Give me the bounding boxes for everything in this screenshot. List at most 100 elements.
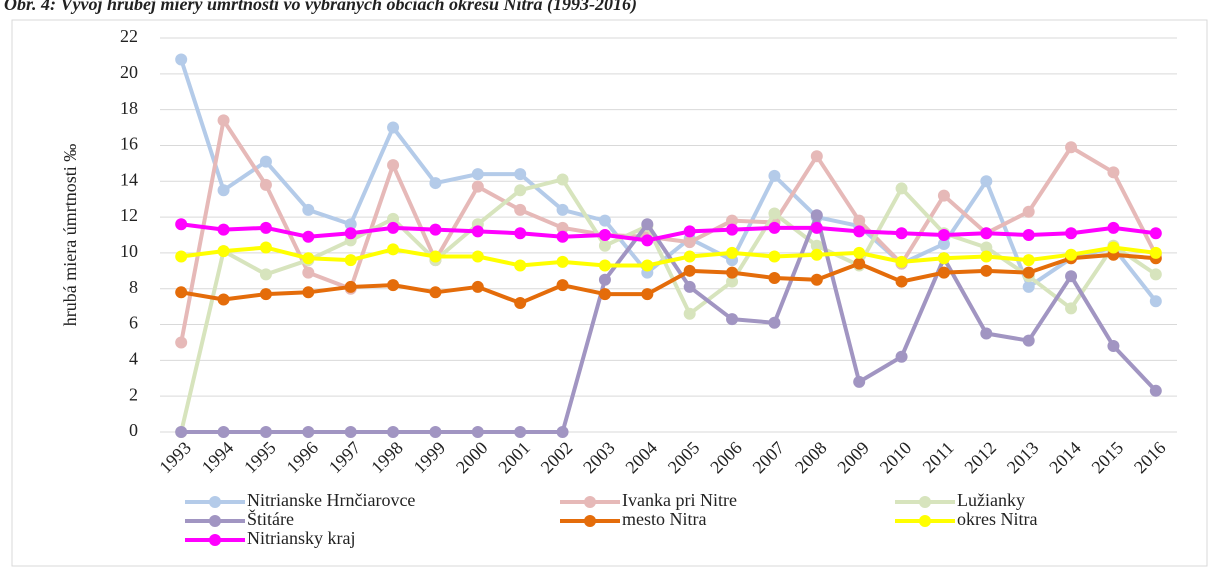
- legend-label: Lužianky: [957, 490, 1025, 510]
- legend-marker: [919, 496, 931, 508]
- data-point: [387, 121, 400, 134]
- data-point: [302, 203, 315, 216]
- legend-marker: [584, 515, 596, 527]
- data-point: [1022, 280, 1035, 293]
- data-point: [1065, 227, 1078, 240]
- series-line: [180, 222, 1157, 243]
- y-tick-label: 20: [120, 62, 138, 82]
- data-point: [217, 114, 230, 127]
- data-point: [937, 237, 950, 250]
- data-point: [344, 227, 357, 240]
- data-point: [768, 250, 781, 263]
- data-point: [556, 426, 569, 438]
- data-point: [768, 169, 781, 182]
- data-point: [598, 288, 611, 301]
- data-point: [1107, 241, 1120, 254]
- data-point: [556, 203, 569, 216]
- data-point: [429, 250, 442, 263]
- data-point: [259, 288, 272, 301]
- y-tick-label: 4: [129, 348, 138, 368]
- data-point: [1107, 340, 1120, 353]
- y-tick-label: 22: [120, 26, 138, 46]
- data-point: [344, 280, 357, 293]
- legend-label: mesto Nitra: [622, 509, 706, 529]
- data-point: [259, 241, 272, 254]
- data-point: [387, 426, 400, 438]
- data-point: [810, 150, 823, 163]
- data-point: [175, 426, 188, 438]
- data-point: [1022, 334, 1035, 347]
- data-point: [1022, 205, 1035, 218]
- data-point: [726, 246, 739, 259]
- data-point: [1022, 266, 1035, 279]
- data-point: [1022, 229, 1035, 241]
- data-point: [810, 273, 823, 286]
- data-point: [980, 175, 993, 188]
- data-point: [302, 230, 315, 243]
- data-point: [302, 286, 315, 299]
- legend-label: Ivanka pri Nitre: [622, 490, 737, 510]
- data-point: [259, 426, 272, 438]
- series-line: [180, 252, 1156, 306]
- data-point: [726, 223, 739, 236]
- data-point: [853, 375, 866, 388]
- data-point: [175, 250, 188, 263]
- data-point: [175, 336, 188, 349]
- data-point: [556, 255, 569, 268]
- data-point: [429, 286, 442, 299]
- data-point: [768, 316, 781, 329]
- data-point: [683, 250, 696, 263]
- data-point: [1065, 270, 1078, 283]
- data-point: [598, 239, 611, 252]
- data-point: [387, 243, 400, 256]
- data-point: [217, 223, 230, 236]
- y-tick-label: 10: [120, 241, 138, 261]
- data-point: [514, 259, 527, 272]
- data-point: [429, 177, 442, 190]
- data-point: [980, 227, 993, 240]
- data-point: [514, 227, 527, 240]
- data-point: [683, 236, 696, 249]
- data-point: [980, 241, 993, 254]
- legend-label: Štitáre: [247, 508, 294, 529]
- data-point: [387, 221, 400, 234]
- data-point: [683, 225, 696, 238]
- data-point: [937, 229, 950, 241]
- data-point: [344, 254, 357, 267]
- data-point: [853, 214, 866, 227]
- y-axis-label: hrubá miera úmrtnosti ‰: [60, 144, 80, 326]
- data-point: [683, 307, 696, 320]
- data-point: [937, 252, 950, 265]
- data-point: [387, 159, 400, 172]
- data-point: [641, 234, 654, 247]
- data-point: [937, 266, 950, 279]
- data-point: [217, 184, 230, 197]
- data-point: [810, 221, 823, 234]
- data-point: [302, 426, 315, 438]
- data-point: [556, 279, 569, 292]
- data-point: [683, 280, 696, 293]
- data-point: [810, 248, 823, 261]
- y-tick-label: 0: [129, 420, 138, 440]
- data-point: [853, 257, 866, 270]
- data-point: [980, 250, 993, 263]
- y-tick-label: 14: [120, 169, 138, 189]
- y-tick-label: 16: [120, 134, 138, 154]
- data-point: [259, 178, 272, 191]
- data-point: [471, 180, 484, 193]
- data-point: [641, 288, 654, 301]
- data-point: [641, 259, 654, 272]
- y-tick-label: 12: [120, 205, 138, 225]
- data-point: [217, 245, 230, 258]
- data-point: [471, 280, 484, 293]
- data-point: [514, 203, 527, 216]
- data-point: [598, 214, 611, 227]
- data-point: [302, 252, 315, 265]
- data-point: [1065, 248, 1078, 261]
- data-point: [726, 214, 739, 227]
- data-point: [598, 259, 611, 272]
- data-point: [598, 273, 611, 286]
- data-point: [1149, 295, 1162, 308]
- legend-marker: [209, 534, 221, 546]
